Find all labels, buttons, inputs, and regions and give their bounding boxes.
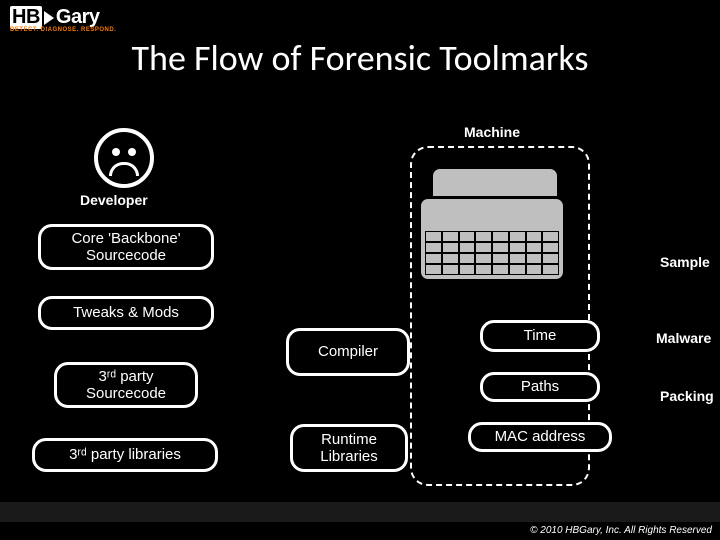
right-pill-1: Paths bbox=[480, 372, 600, 402]
mid-pill-0: Compiler bbox=[286, 328, 410, 376]
left-pill-3: 3ʳᵈ party libraries bbox=[32, 438, 218, 472]
left-pill-2: 3ʳᵈ partySourcecode bbox=[54, 362, 198, 408]
logo-left: HB bbox=[10, 6, 42, 29]
left-pill-1: Tweaks & Mods bbox=[38, 296, 214, 330]
keyboard-icon bbox=[418, 196, 566, 282]
copyright: © 2010 HBGary, Inc. All Rights Reserved bbox=[530, 525, 712, 536]
right-pill-2: MAC address bbox=[468, 422, 612, 452]
label-packing: Packing bbox=[660, 388, 714, 404]
label-malware: Malware bbox=[656, 330, 711, 346]
logo-arrow-icon bbox=[44, 11, 54, 25]
left-pill-0: Core 'Backbone'Sourcecode bbox=[38, 224, 214, 270]
slide-title: The Flow of Forensic Toolmarks bbox=[0, 36, 720, 80]
label-developer: Developer bbox=[80, 192, 148, 208]
developer-face-icon bbox=[94, 128, 154, 188]
bottom-bar bbox=[0, 502, 720, 522]
logo-right: Gary bbox=[56, 6, 100, 29]
right-pill-0: Time bbox=[480, 320, 600, 352]
label-machine: Machine bbox=[464, 124, 520, 140]
slide: HB Gary DETECT. DIAGNOSE. RESPOND. The F… bbox=[0, 0, 720, 540]
logo-tagline: DETECT. DIAGNOSE. RESPOND. bbox=[10, 27, 116, 33]
mid-pill-1: RuntimeLibraries bbox=[290, 424, 408, 472]
logo: HB Gary DETECT. DIAGNOSE. RESPOND. bbox=[10, 6, 116, 33]
label-sample: Sample bbox=[660, 254, 710, 270]
